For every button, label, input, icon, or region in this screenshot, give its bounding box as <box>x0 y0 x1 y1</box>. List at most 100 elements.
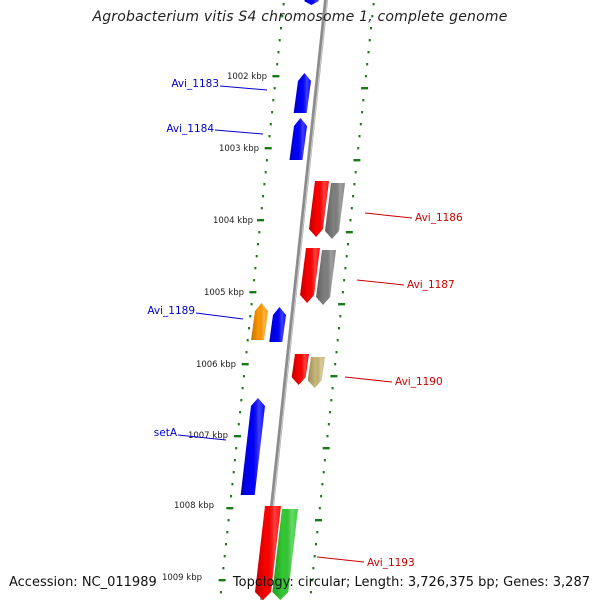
minor-tick <box>223 555 226 558</box>
major-tick <box>226 507 234 510</box>
major-tick <box>249 291 257 294</box>
gene-arrow-shading <box>272 509 298 600</box>
minor-tick <box>254 267 257 270</box>
gene-label[interactable]: Avi_1186 <box>415 212 463 224</box>
gene-feature[interactable] <box>272 509 298 600</box>
minor-tick <box>273 87 276 90</box>
gene-feature[interactable] <box>240 398 265 495</box>
gene-arrow-shading <box>325 183 345 239</box>
minor-tick <box>327 423 330 426</box>
gene-feature[interactable] <box>289 118 308 160</box>
minor-tick <box>336 339 339 342</box>
gene-label-leader <box>195 312 244 320</box>
gene-label[interactable]: Avi_1190 <box>395 376 443 388</box>
gene-label[interactable]: setA <box>154 427 178 439</box>
minor-tick <box>271 111 274 114</box>
minor-tick <box>262 195 265 198</box>
gene-feature[interactable] <box>309 181 329 237</box>
minor-tick <box>263 183 266 186</box>
topology-text: Topology: circular; Length: 3,726,375 bp… <box>232 575 590 590</box>
chromosome-backbone <box>260 0 328 600</box>
minor-tick <box>349 219 352 222</box>
minor-tick <box>335 351 338 354</box>
gene-arrow-shading <box>251 303 268 340</box>
gene-label-leader <box>316 556 365 563</box>
gene-feature[interactable] <box>255 506 281 600</box>
minor-tick <box>354 171 357 174</box>
gene-feature[interactable] <box>269 307 286 342</box>
gene-label[interactable]: Avi_1187 <box>407 279 455 291</box>
gene-label[interactable]: Avi_1183 <box>171 78 219 90</box>
gene-label-leader <box>177 434 227 441</box>
minor-tick <box>359 123 362 126</box>
minor-tick <box>362 99 365 102</box>
gene-arrow-shading <box>255 506 281 600</box>
minor-tick <box>364 75 367 78</box>
major-tick <box>272 75 280 78</box>
minor-tick <box>322 471 325 474</box>
major-tick <box>338 303 346 306</box>
minor-tick <box>249 315 252 318</box>
gene-feature[interactable] <box>307 357 325 388</box>
minor-tick <box>329 411 332 414</box>
gene-feature[interactable] <box>316 250 336 305</box>
gene-feature[interactable] <box>304 0 320 5</box>
gene-feature[interactable] <box>251 303 268 340</box>
minor-tick <box>347 243 349 246</box>
minor-tick <box>371 15 374 18</box>
minor-tick <box>367 51 370 54</box>
minor-tick <box>331 387 334 390</box>
gene-arrow-shading <box>316 250 336 305</box>
minor-tick <box>282 3 285 6</box>
chromosome-backbone-highlight <box>262 0 328 600</box>
minor-tick <box>350 207 353 210</box>
minor-tick <box>232 471 235 474</box>
kbp-label: 1006 kbp <box>196 360 236 370</box>
gene-feature[interactable] <box>300 248 320 303</box>
gene-labels: Avi_1183 Avi_1184 Avi_1186 Avi_1187 Avi_… <box>147 78 463 569</box>
right-tick-track <box>309 3 375 594</box>
minor-tick <box>265 159 268 162</box>
minor-tick <box>311 579 314 582</box>
gene-label[interactable]: Avi_1193 <box>367 557 415 569</box>
major-tick <box>241 363 249 366</box>
gene-arrow-shading <box>300 248 320 303</box>
minor-tick <box>278 39 281 42</box>
minor-tick <box>326 435 329 438</box>
major-tick <box>257 219 264 222</box>
minor-tick <box>233 459 236 462</box>
gene-arrow-shading <box>304 0 319 5</box>
minor-tick <box>250 303 253 306</box>
gene-arrow-shading <box>307 357 325 388</box>
gene-arrow-shading <box>289 118 307 160</box>
minor-tick <box>246 339 249 342</box>
gene-label[interactable]: Avi_1189 <box>147 305 195 317</box>
minor-tick <box>226 531 229 534</box>
gene-feature[interactable] <box>291 354 309 385</box>
gene-arrow-shading <box>293 73 311 113</box>
minor-tick <box>269 123 272 126</box>
minor-tick <box>312 567 315 570</box>
major-tick <box>218 579 226 582</box>
left-tick-track <box>218 3 285 594</box>
gene-feature[interactable] <box>325 183 345 239</box>
minor-tick <box>323 459 326 462</box>
minor-tick <box>276 63 279 66</box>
kbp-label: 1002 kbp <box>227 72 267 82</box>
gene-label[interactable]: Avi_1184 <box>166 123 214 135</box>
minor-tick <box>264 171 267 174</box>
major-tick <box>322 447 330 450</box>
minor-tick <box>260 207 263 210</box>
minor-tick <box>258 231 261 234</box>
minor-tick <box>281 15 284 18</box>
minor-tick <box>240 399 243 402</box>
kbp-label: 1007 kbp <box>188 431 228 441</box>
minor-tick <box>241 387 244 390</box>
minor-tick <box>230 495 233 498</box>
gene-feature[interactable] <box>293 73 311 113</box>
major-tick <box>361 87 369 90</box>
kbp-label: 1003 kbp <box>219 144 259 154</box>
minor-tick <box>338 327 340 330</box>
